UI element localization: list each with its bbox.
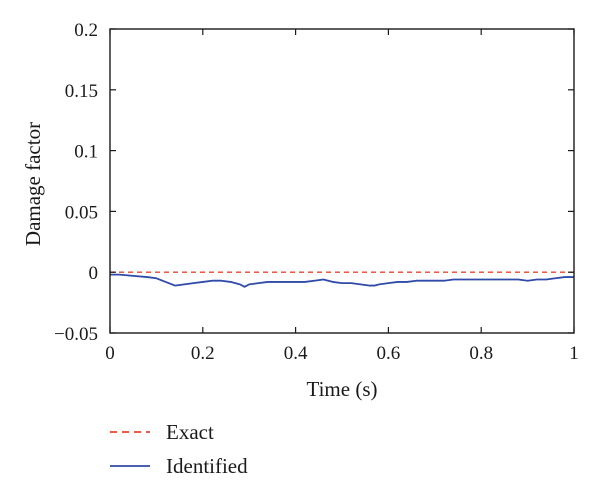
plot-area (110, 271, 574, 288)
plot-frame (109, 28, 575, 334)
x-tick-label: 0.2 (191, 343, 215, 364)
x-tick-label: 0.4 (284, 343, 308, 364)
series-line-identified (110, 273, 574, 288)
y-tick-label: 0.1 (74, 142, 98, 163)
y-tick-label: 0.05 (65, 202, 98, 223)
y-tick-label: −0.05 (54, 324, 98, 345)
x-tick-label: 0.8 (469, 343, 493, 364)
legend-label-exact: Exact (166, 420, 214, 444)
y-tick-label: 0.15 (65, 81, 98, 102)
axes: 0 0.2 0.4 0.6 0.8 1 −0.05 0 0.05 0.1 0.15 0.2 (54, 20, 579, 364)
y-tick-label: 0 (89, 263, 99, 284)
x-axis-title: Time (s) (307, 377, 378, 401)
y-tick-label: 0.2 (74, 20, 98, 41)
legend: Exact Identified (110, 420, 248, 478)
legend-label-identified: Identified (166, 454, 248, 478)
x-tick-label: 0.6 (377, 343, 401, 364)
y-axis-title: Damage factor (21, 122, 45, 246)
x-tick-label: 1 (569, 343, 579, 364)
x-tick-label: 0 (105, 343, 115, 364)
